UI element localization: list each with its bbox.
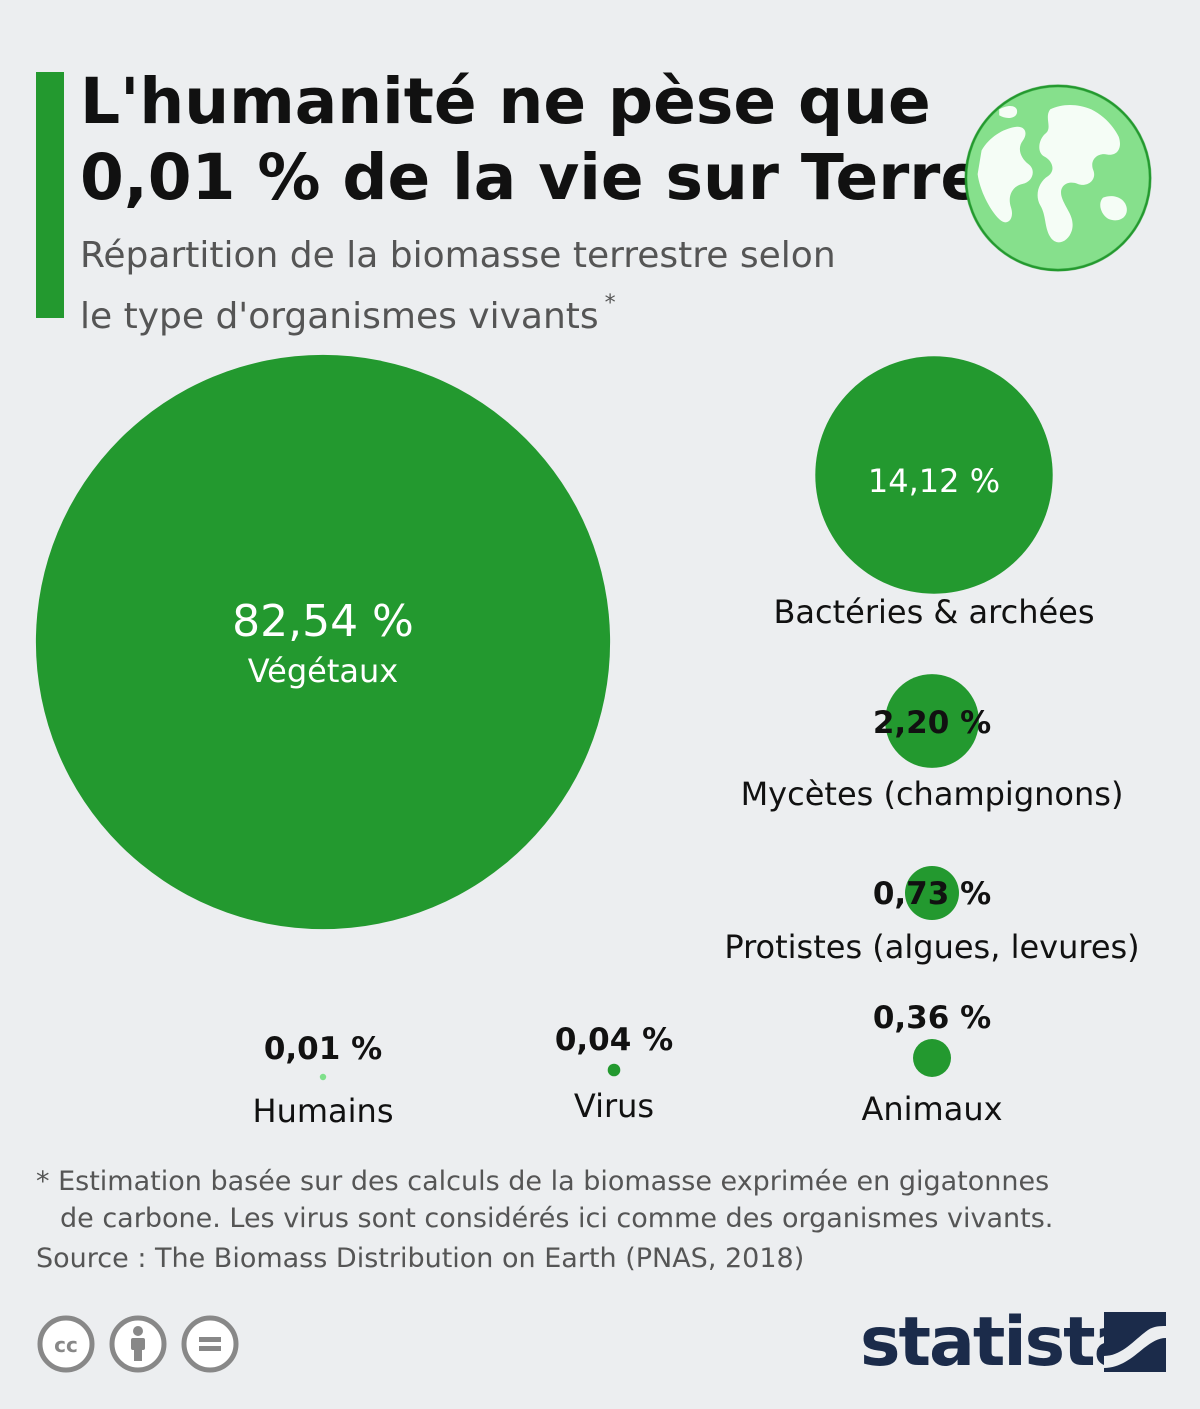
- bubble-protistes-algues-levures: [905, 866, 959, 920]
- bubble-bacteries-archees: [815, 356, 1053, 594]
- cc-icon[interactable]: cc: [36, 1314, 96, 1374]
- title-line-2: 0,01 % de la vie sur Terre: [80, 141, 984, 214]
- source-note: Source : The Biomass Distribution on Ear…: [36, 1243, 805, 1274]
- value-label-bacteries-archees: 14,12 %: [868, 462, 1000, 500]
- category-label-mycetes-champignons: Mycètes (champignons): [741, 775, 1124, 813]
- title-accent-bar: [36, 72, 64, 318]
- globe-icon: [964, 84, 1152, 272]
- value-label-protistes-algues-levures: 0,73 %: [873, 876, 991, 912]
- category-label-bacteries-archees: Bactéries & archées: [773, 593, 1094, 631]
- subtitle-line-2: le type d'organismes vivants *: [80, 280, 880, 341]
- category-label-humains: Humains: [253, 1092, 394, 1130]
- value-label-humains: 0,01 %: [264, 1031, 382, 1067]
- value-label-vegetaux: 82,54 %: [232, 596, 414, 647]
- category-label-protistes-algues-levures: Protistes (algues, levures): [724, 928, 1139, 966]
- footnote-line-2: de carbone. Les virus sont considérés ic…: [60, 1203, 1054, 1234]
- bubble-vegetaux: [35, 354, 611, 930]
- statista-logo-text: statista: [860, 1303, 1140, 1382]
- value-label-animaux: 0,36 %: [873, 1000, 991, 1036]
- subtitle-line-1: Répartition de la biomasse terrestre sel…: [80, 235, 836, 276]
- value-label-virus: 0,04 %: [555, 1022, 673, 1058]
- value-label-mycetes-champignons: 2,20 %: [873, 705, 991, 741]
- no-derivatives-icon[interactable]: [180, 1314, 240, 1374]
- bubble-virus: [607, 1063, 621, 1077]
- category-label-animaux: Animaux: [861, 1090, 1002, 1128]
- title-line-1: L'humanité ne pèse que: [80, 65, 931, 138]
- subtitle-line-2-text: le type d'organismes vivants: [80, 296, 599, 337]
- footnote-line-1: * Estimation basée sur des calculs de la…: [36, 1166, 1050, 1197]
- bubble-animaux: [913, 1039, 951, 1077]
- page-title: L'humanité ne pèse que 0,01 % de la vie …: [80, 64, 984, 216]
- statista-logo-icon: [1104, 1312, 1166, 1372]
- category-label-virus: Virus: [574, 1087, 654, 1125]
- bubble-humains: [319, 1073, 327, 1081]
- bubble-mycetes-champignons: [885, 674, 979, 768]
- svg-text:cc: cc: [54, 1333, 78, 1357]
- attribution-icon[interactable]: [108, 1314, 168, 1374]
- footnote: * Estimation basée sur des calculs de la…: [36, 1163, 1156, 1237]
- subtitle-footnote-marker: *: [604, 291, 616, 316]
- license-icons: cc: [36, 1314, 246, 1374]
- category-label-vegetaux: Végétaux: [248, 652, 398, 690]
- subtitle: Répartition de la biomasse terrestre sel…: [80, 232, 880, 341]
